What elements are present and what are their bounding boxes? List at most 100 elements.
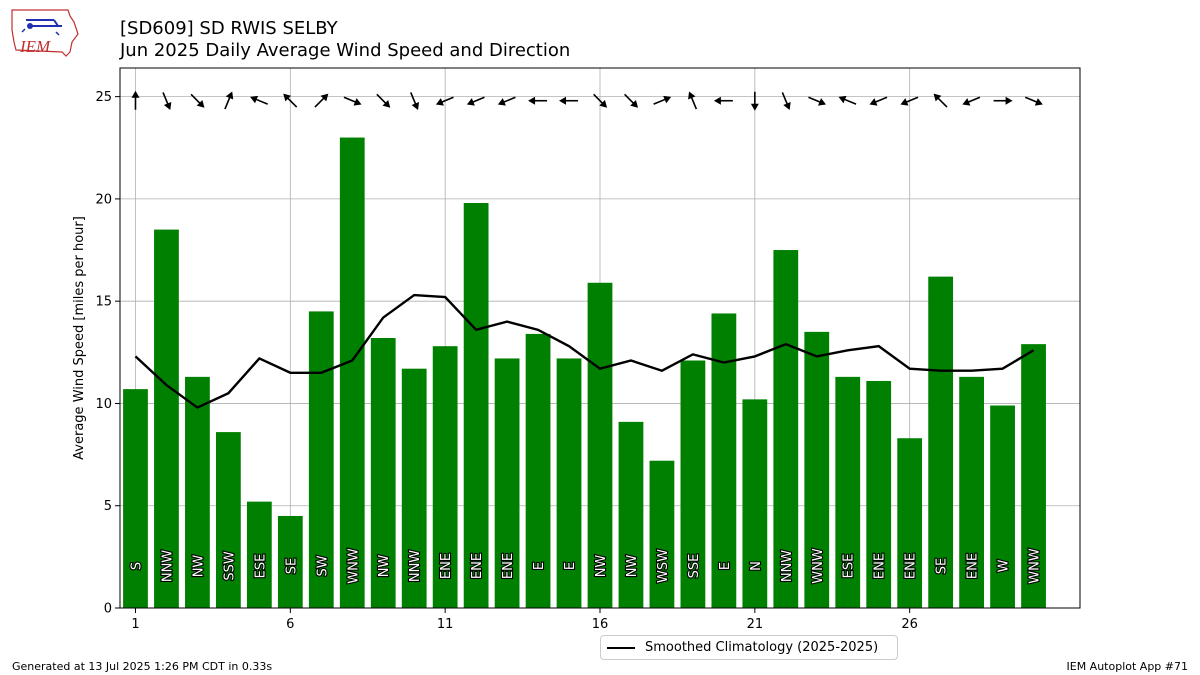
direction-label: WNW (811, 548, 826, 584)
wind-arrow-shaft (502, 96, 516, 104)
wind-arrow-head (688, 91, 696, 100)
wind-arrow-head (599, 100, 608, 108)
wind-arrow-shaft (440, 96, 454, 104)
wind-arrow-shaft (781, 92, 789, 106)
logo-text: IEM (19, 37, 51, 56)
wind-arrow-shaft (653, 98, 667, 105)
wind-arrow-head (750, 103, 759, 111)
bar-day-18 (649, 460, 675, 608)
wind-arrow-head (497, 98, 506, 106)
direction-label: E (563, 562, 578, 570)
wind-arrow-shaft (873, 96, 888, 104)
wind-arrow-head (528, 96, 536, 105)
direction-label: ENE (501, 553, 516, 579)
footer-generated: Generated at 13 Jul 2025 1:26 PM CDT in … (12, 660, 273, 673)
wind-arrow (713, 96, 733, 105)
wind-arrow-shaft (624, 93, 636, 105)
bars (123, 137, 1046, 608)
wind-arrow (528, 96, 548, 105)
climatology-series-line (134, 293, 1035, 409)
wind-arrow-shaft (162, 92, 170, 106)
wind-arrow-shaft (471, 96, 485, 104)
wind-arrow (993, 96, 1013, 105)
wind-arrow (624, 93, 639, 108)
wind-arrow-head (962, 98, 971, 106)
direction-label: NW (625, 555, 640, 578)
bar-day-3 (185, 376, 210, 608)
wind-arrow-shaft (410, 92, 417, 106)
y-tick-label: 0 (104, 602, 112, 617)
wind-arrow-head (630, 100, 639, 108)
direction-label: NW (377, 555, 392, 578)
wind-arrow (838, 95, 857, 105)
direction-label: ESE (842, 554, 857, 579)
bar-day-12 (463, 203, 489, 608)
bar-day-10 (401, 368, 427, 608)
direction-label: NNW (780, 550, 795, 582)
wind-arrow (283, 93, 298, 108)
wind-arrow (250, 95, 268, 105)
wind-arrow-head (900, 98, 909, 106)
wind-arrow-head (1034, 98, 1043, 106)
wind-arrow-head (250, 95, 259, 104)
x-tick-label: 11 (437, 617, 454, 632)
footer-app: IEM Autoplot App #71 (1066, 660, 1189, 673)
bar-day-6 (277, 515, 303, 608)
wind-arrow-head (131, 90, 140, 98)
wind-arrow-head (838, 95, 847, 104)
wind-arrow (653, 95, 672, 105)
y-tick-label: 10 (95, 397, 112, 412)
wind-arrow (750, 91, 759, 111)
wind-arrow (376, 93, 391, 108)
wind-arrow-shaft (690, 95, 698, 110)
direction-label: ENE (470, 553, 485, 579)
direction-label: SE (935, 558, 950, 574)
iem-logo-icon: IEM (11, 9, 79, 57)
bar-day-9 (370, 338, 396, 608)
wind-arrow (781, 92, 791, 110)
direction-label: SE (284, 558, 299, 574)
wind-arrow-shaft (224, 95, 232, 110)
bar-day-2 (154, 229, 179, 608)
direction-label: ENE (966, 553, 981, 579)
x-tick-label: 21 (747, 617, 764, 632)
wind-arrow-shaft (936, 96, 948, 108)
legend: Smoothed Climatology (2025-2025) (600, 635, 898, 660)
bar-day-7 (308, 311, 334, 608)
bar-day-15 (556, 358, 582, 608)
direction-label: NNW (160, 550, 175, 582)
direction-label: N (749, 561, 764, 571)
bar-day-22 (773, 250, 799, 608)
bar-day-27 (928, 276, 954, 608)
wind-arrow-shaft (343, 96, 358, 104)
bar-day-8 (339, 137, 365, 608)
wind-arrow (410, 92, 420, 110)
wind-arrow-head (435, 98, 444, 106)
wind-arrow (190, 93, 205, 108)
bar-day-25 (866, 380, 892, 608)
wind-arrow (131, 90, 140, 110)
wind-arrow-head (466, 98, 475, 106)
legend-line-swatch (607, 646, 635, 649)
wind-arrow (1024, 96, 1043, 106)
bar-day-28 (959, 376, 984, 608)
x-tick-label: 16 (592, 617, 609, 632)
wind-arrow-head (783, 101, 791, 110)
wind-arrow-head (196, 100, 205, 108)
wind-arrow-head (163, 101, 172, 110)
legend-label: Smoothed Climatology (2025-2025) (645, 640, 879, 655)
bar-day-11 (432, 346, 458, 608)
wind-arrow (593, 93, 608, 108)
direction-label: E (718, 562, 733, 570)
y-axis-label: Average Wind Speed [miles per hour] (72, 216, 87, 460)
direction-label: WSW (656, 549, 671, 583)
wind-arrow (435, 96, 454, 106)
bar-day-4 (216, 432, 241, 608)
bar-day-29 (990, 405, 1015, 608)
bar-day-14 (525, 333, 551, 608)
direction-label: W (997, 559, 1012, 572)
wind-arrow-head (818, 98, 827, 106)
direction-label: WNW (346, 548, 361, 584)
